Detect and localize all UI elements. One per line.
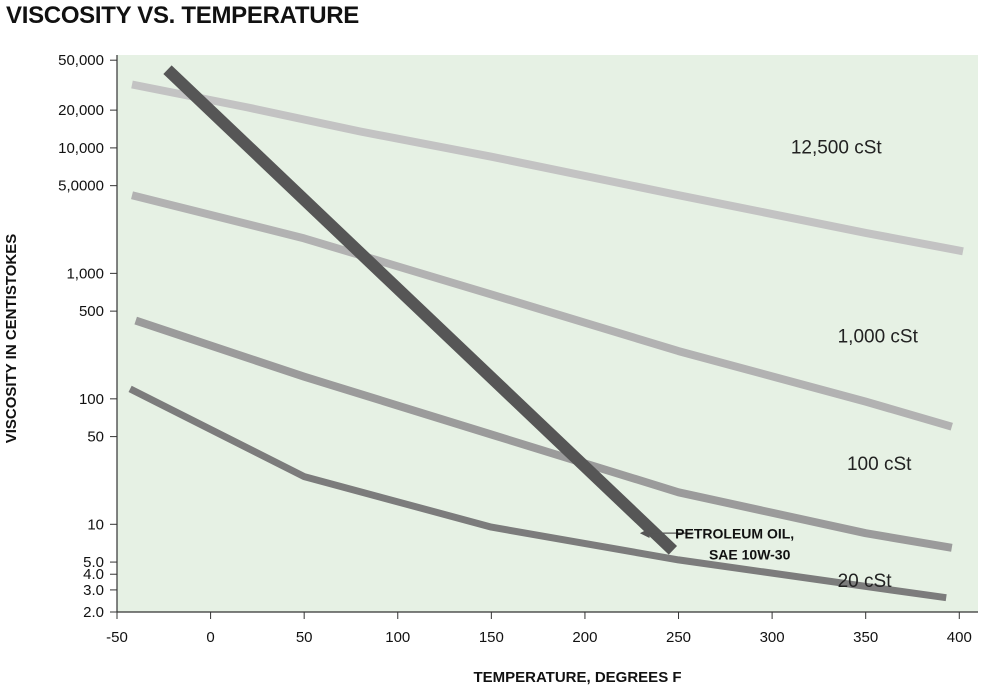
chart-title: VISCOSITY VS. TEMPERATURE (6, 2, 360, 29)
series-line (131, 80, 964, 256)
y-tick-label: 2.0 (83, 604, 104, 621)
series-labels: 12,500 cSt 1,000 cSt 100 cSt 20 cSt (791, 138, 919, 593)
x-tick-label: 350 (853, 629, 878, 646)
y-tick-label: 100 (79, 391, 104, 408)
series-label: 1,000 cSt (838, 327, 919, 348)
annotation-text: SAE 10W-30 (709, 546, 791, 562)
x-tick-label: 400 (947, 629, 972, 646)
x-tick-label: 250 (666, 629, 691, 646)
x-axis-label: TEMPERATURE, DEGREES F (473, 669, 681, 686)
y-tick-label: 10 (87, 516, 104, 533)
y-tick-label: 5,0000 (58, 178, 104, 195)
annotation: PETROLEUM OIL, SAE 10W-30 (639, 525, 794, 562)
y-tick-label: 20,000 (58, 102, 104, 119)
x-tick-label: 100 (385, 629, 410, 646)
y-axis-label: VISCOSITY IN CENTISTOKES (3, 234, 20, 444)
plot-background (117, 55, 978, 612)
y-tick-label: 3.0 (83, 582, 104, 599)
x-tick-label: 150 (479, 629, 504, 646)
annotation-text: PETROLEUM OIL, (675, 525, 794, 541)
x-tick-label: 50 (296, 629, 313, 646)
y-tick-label: 10,000 (58, 140, 104, 157)
y-tick-label: 50 (87, 429, 104, 446)
y-tick-label: 50,000 (58, 52, 104, 69)
series-line (131, 191, 953, 431)
series-label: 12,500 cSt (791, 138, 883, 159)
series-lines (128, 65, 964, 602)
series-line (163, 65, 678, 555)
y-tick-label: 5.0 (83, 554, 104, 571)
x-tick-label: -50 (106, 629, 128, 646)
y-tick-label: 500 (79, 303, 104, 320)
y-tick-label: 1,000 (66, 265, 104, 282)
series-label: 20 cSt (838, 571, 893, 592)
y-tick-label: 4.0 (83, 566, 104, 583)
series-line (128, 385, 947, 602)
x-tick-label: 0 (206, 629, 214, 646)
series-label: 100 cSt (847, 454, 912, 475)
y-axis-ticks: 50,000 20,000 10,000 5,0000 1,000 500 100 50 10 5… (58, 52, 117, 621)
x-tick-label: 300 (760, 629, 785, 646)
x-tick-label: 200 (572, 629, 597, 646)
x-axis-ticks: -50 0 50 100 150 200 250 300 350 400 (106, 612, 972, 646)
